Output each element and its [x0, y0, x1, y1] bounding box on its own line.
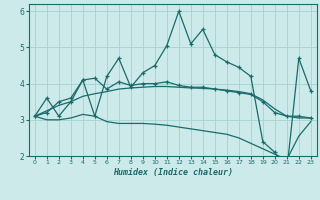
X-axis label: Humidex (Indice chaleur): Humidex (Indice chaleur): [113, 168, 233, 177]
